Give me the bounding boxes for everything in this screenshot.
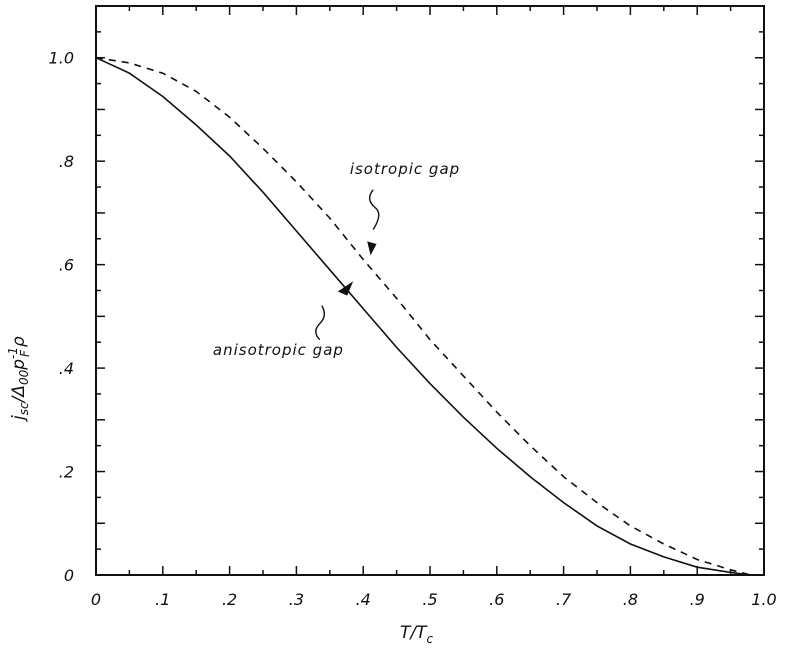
x-tick-label: .1 [155,590,170,609]
isotropic-gap-label: isotropic gap [350,160,460,178]
y-tick-label: 1.0 [49,49,74,68]
x-tick-label: .4 [356,590,371,609]
x-tick-label: 1.0 [751,590,776,609]
y-axis-title: jsc/Δ00p-1Fρ [6,336,32,422]
y-tick-label: .4 [59,359,74,378]
x-tick-label: .7 [556,590,572,609]
x-tick-label: .2 [222,590,237,609]
tick-labels: 0 .1 .2 .3 .4 .5 .6 .7 .8 .9 1.0 0 .2 .4 .6 .8 1.0 [49,49,777,609]
x-tick-label: .6 [489,590,504,609]
x-tick-label: .8 [623,590,638,609]
y-tick-label: .6 [59,256,74,275]
isotropic-gap-arrow [369,189,380,231]
annotations: isotropic gap anisotropic gap [213,160,460,359]
isotropic-gap-line [95,56,751,576]
y-tick-label: .2 [59,463,74,482]
anisotropic-gap-arrow [315,305,326,341]
series-group [95,56,751,576]
x-tick-label: 0 [91,590,101,609]
isotropic-gap-arrowhead [367,241,377,256]
y-tick-label: 0 [64,566,74,585]
y-tick-label: .8 [59,152,74,171]
x-tick-label: .9 [690,590,705,609]
anisotropic-gap-line [95,56,751,576]
x-tick-label: .5 [422,590,437,609]
x-axis-title: T/Tc [400,623,434,646]
x-tick-label: .3 [289,590,304,609]
anisotropic-gap-label: anisotropic gap [213,341,344,359]
anisotropic-gap-arrowhead [337,281,354,296]
